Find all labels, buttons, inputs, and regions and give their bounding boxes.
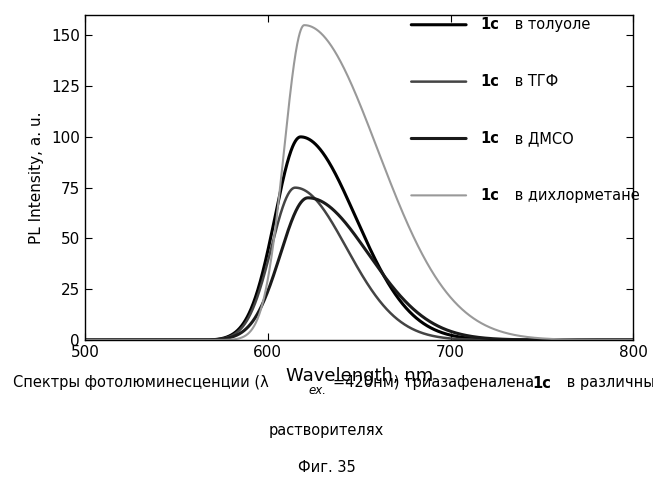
Text: =420нм) триазафеналена: =420нм) триазафеналена: [333, 376, 539, 390]
Y-axis label: PL Intensity, a. u.: PL Intensity, a. u.: [29, 112, 44, 244]
Text: 1c: 1c: [480, 131, 499, 146]
Text: 1c: 1c: [480, 74, 499, 89]
Text: Фиг. 35: Фиг. 35: [298, 460, 355, 475]
Text: Спектры фотолюминесценции (λ: Спектры фотолюминесценции (λ: [13, 376, 269, 390]
Text: 1c: 1c: [480, 188, 499, 203]
Text: в различных: в различных: [562, 376, 653, 390]
Text: в дихлорметане: в дихлорметане: [510, 188, 640, 203]
Text: в ДМСО: в ДМСО: [510, 131, 574, 146]
Text: ex.: ex.: [308, 384, 326, 396]
Text: в ТГФ: в ТГФ: [510, 74, 558, 89]
Text: 1c: 1c: [480, 17, 499, 32]
Text: в толуоле: в толуоле: [510, 17, 590, 32]
Text: 1c: 1c: [532, 376, 551, 390]
X-axis label: Wavelength, nm: Wavelength, nm: [285, 367, 433, 385]
Text: растворителях: растворителях: [269, 423, 384, 438]
